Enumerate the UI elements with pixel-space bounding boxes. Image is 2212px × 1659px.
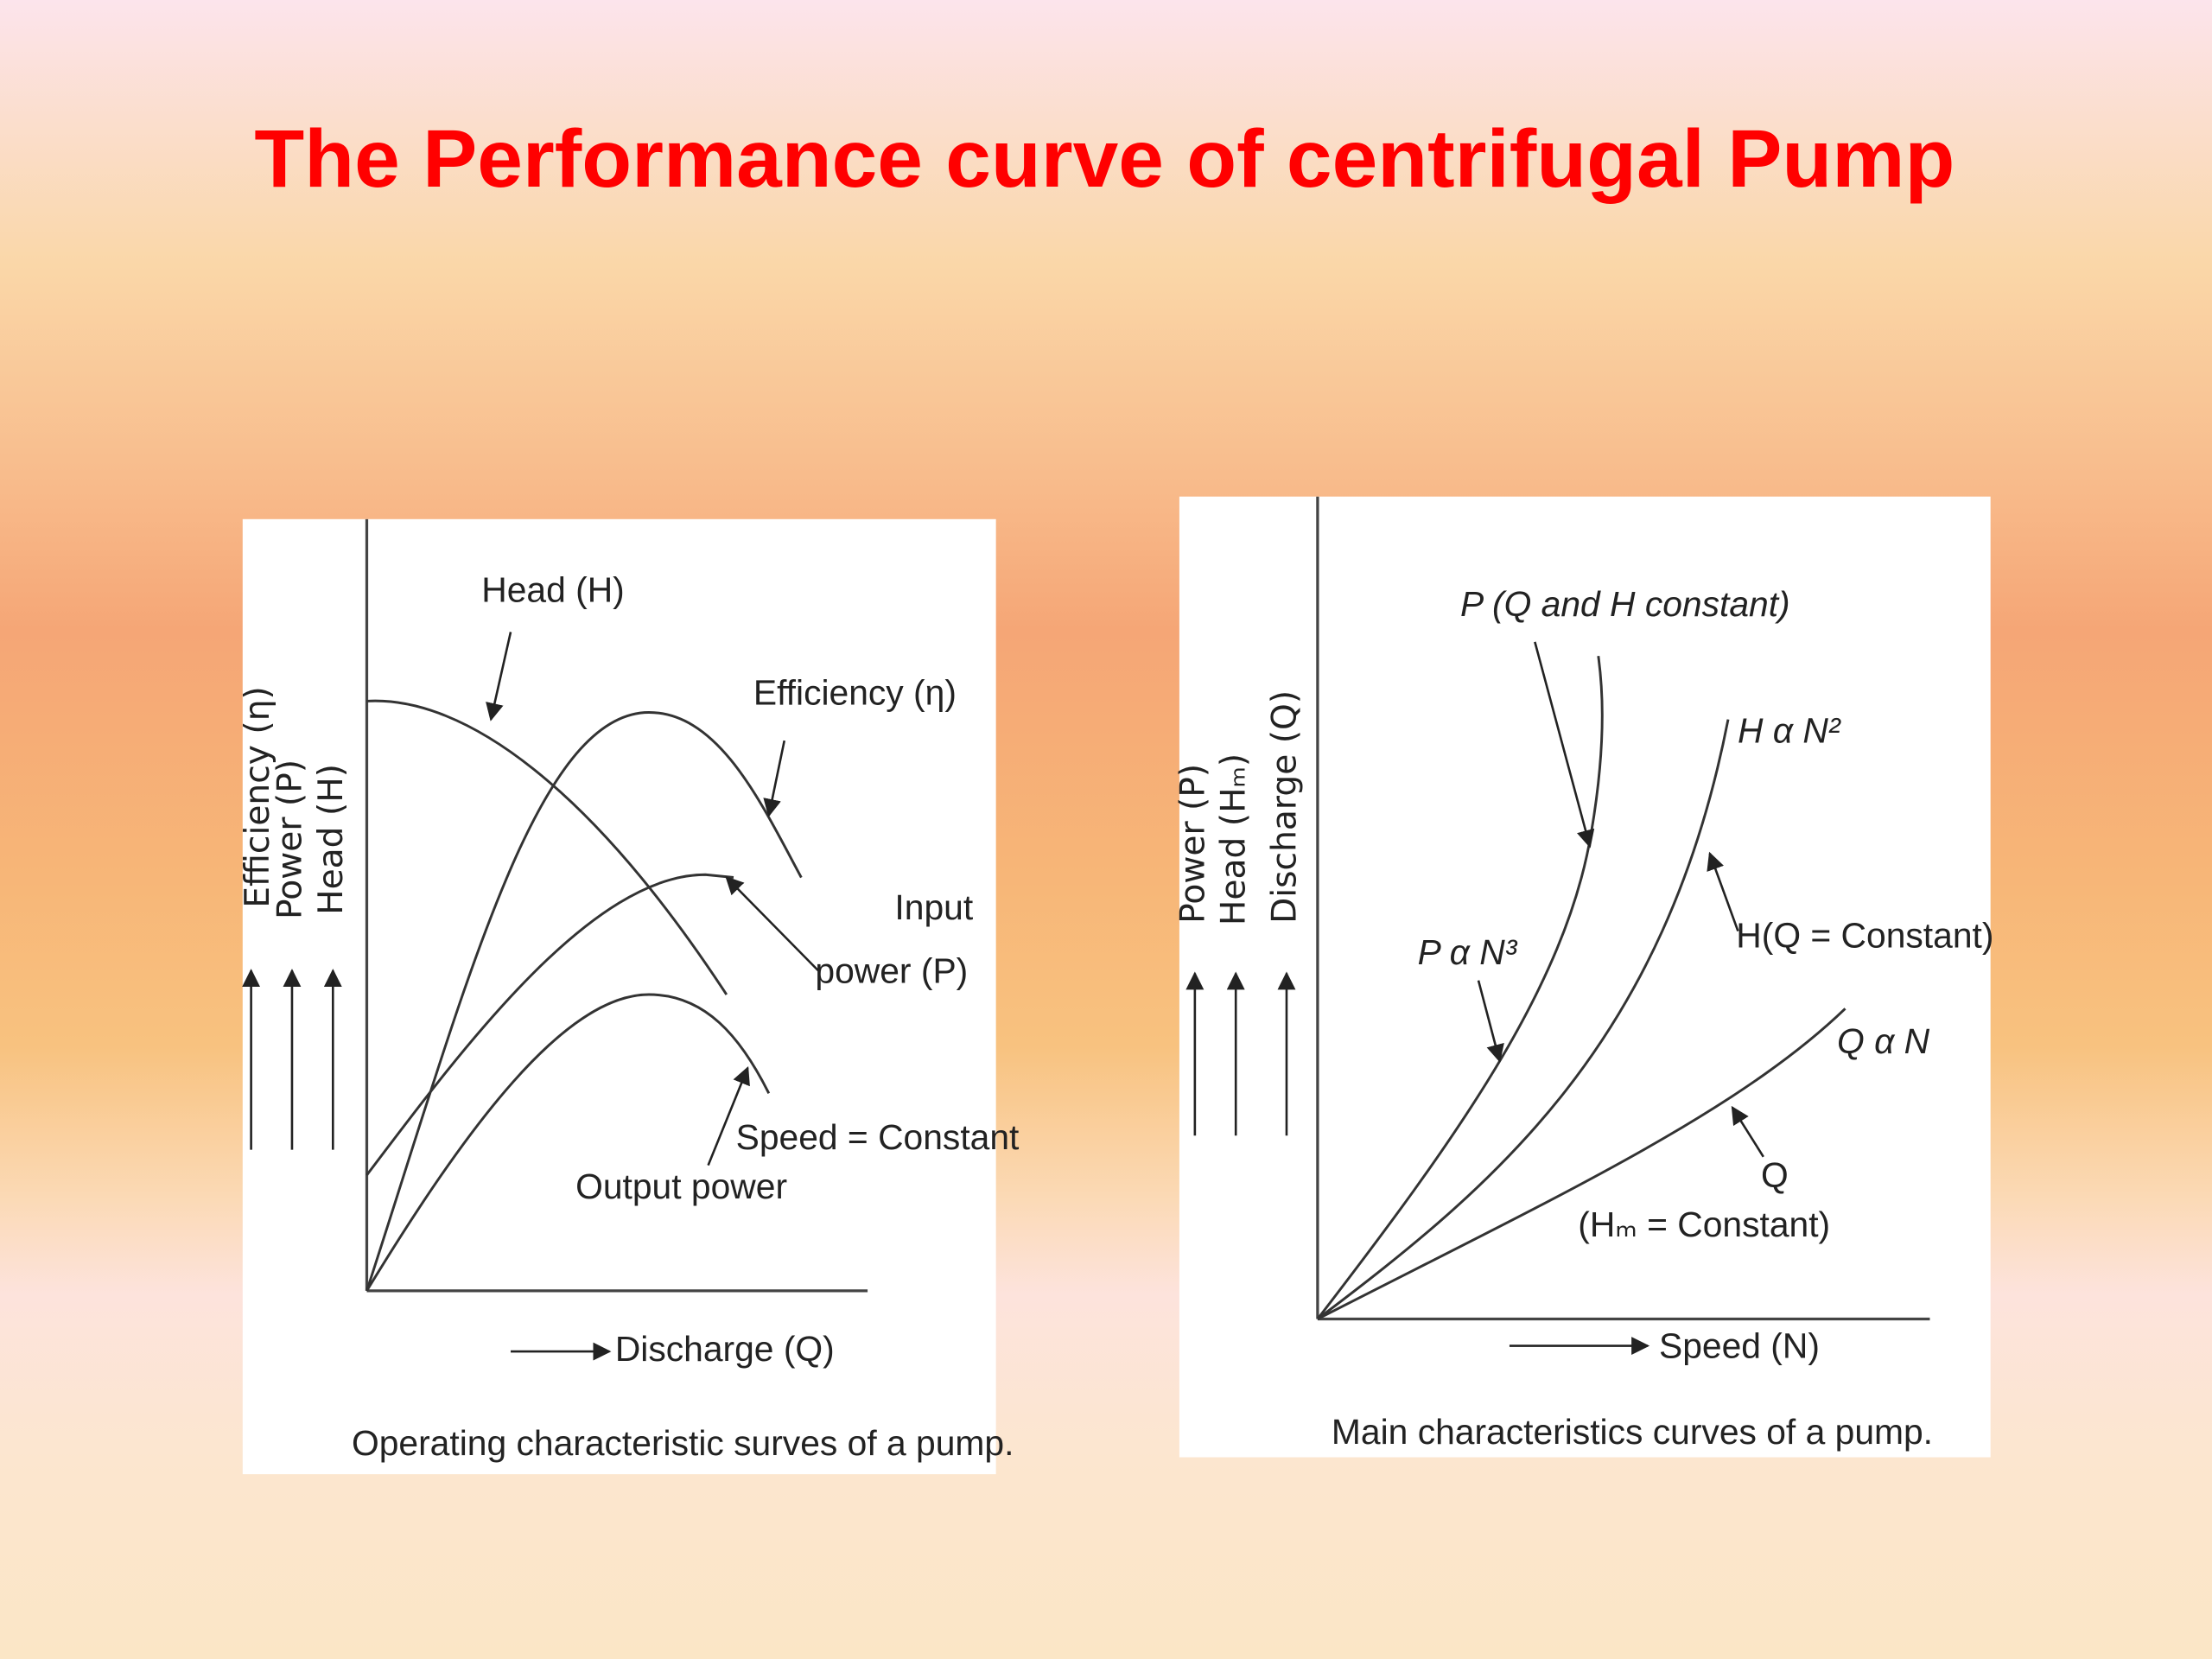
axis-label: Head (H) (312, 764, 351, 915)
axis-label: Power (P) (1173, 764, 1212, 924)
caption: Operating characteristic surves of a pum… (352, 1423, 1014, 1463)
x-axis-label: Discharge (Q) (615, 1329, 835, 1369)
input-power-curve (365, 873, 734, 1176)
x-axis-label: Speed (N) (1659, 1326, 1820, 1366)
curve-label: H(Q = Constant) (1736, 915, 1993, 955)
caption: Main characteristics curves of a pump. (1332, 1412, 1933, 1452)
curve-label: Output power (575, 1166, 787, 1206)
arrow (486, 632, 512, 721)
axis-label: Efficiency (η) (238, 686, 277, 908)
curve-label: Q (1761, 1155, 1789, 1195)
axis-label: Power (P) (270, 760, 309, 919)
slide-title: The Performance curve of centrifugal Pum… (254, 113, 1955, 205)
discharge-curve (1317, 1007, 1847, 1320)
curve-label: P α N³ (1418, 932, 1518, 972)
curve-label: Efficiency (η) (753, 673, 957, 713)
curve-label: power (P) (815, 950, 968, 990)
arrow (725, 876, 819, 972)
curve-label: P (Q and H constant) (1460, 584, 1790, 624)
arrow (1534, 641, 1595, 849)
arrow (763, 740, 786, 817)
arrow (1477, 980, 1504, 1063)
panel (1179, 496, 1991, 1458)
curve-label: H α N² (1738, 711, 1841, 751)
head-curve (1317, 719, 1730, 1320)
curve-label: (Hₘ = Constant) (1578, 1205, 1830, 1244)
curve-label: Head (H) (481, 569, 625, 609)
axis-label: Head (Hₘ) (1215, 753, 1254, 925)
head-curve (366, 699, 728, 995)
left-diagram: Efficiency (η) Power (P) Head (H) Discha… (238, 518, 1020, 1475)
arrow (707, 1065, 750, 1166)
right-diagram: Power (P) Head (Hₘ) Discharge (Q) Speed … (1173, 496, 1993, 1458)
power-curve (1316, 655, 1604, 1320)
curve-label: Input (894, 887, 973, 927)
arrow (1707, 851, 1739, 931)
efficiency-curve (365, 711, 803, 1292)
curve-label: Speed = Constant (736, 1117, 1020, 1157)
curve-label: Q α N (1837, 1021, 1930, 1061)
axis-label: Discharge (Q) (1265, 690, 1304, 924)
arrow (1731, 1105, 1764, 1158)
output-power-curve (365, 993, 771, 1292)
